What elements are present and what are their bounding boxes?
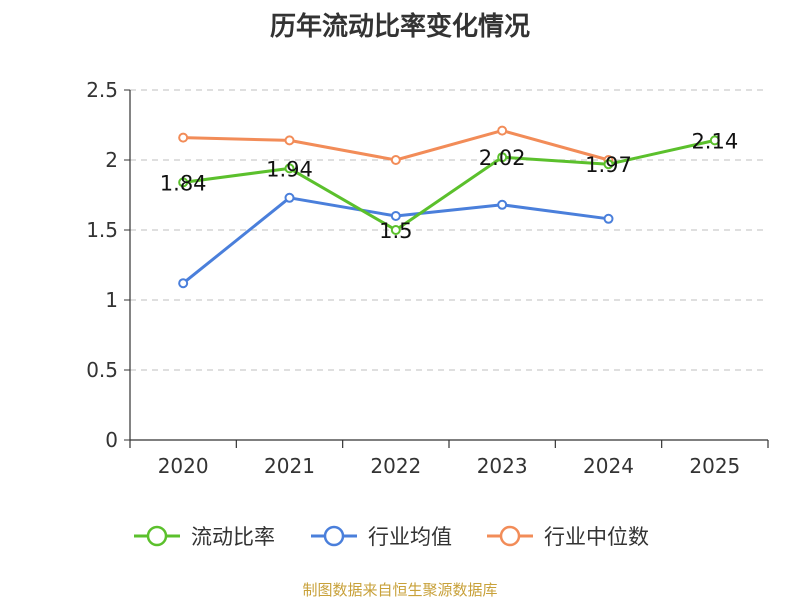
data-point (390, 211, 401, 221)
data-point (497, 199, 508, 210)
x-tick-label: 2021 (264, 454, 315, 478)
y-tick-label: 1 (105, 288, 118, 312)
data-label: 2.14 (691, 129, 738, 153)
data-point (284, 135, 295, 146)
series-line-0 (182, 138, 716, 232)
x-tick-label: 2022 (370, 454, 421, 478)
data-point (178, 278, 189, 289)
data-point (284, 163, 295, 174)
data-source-note: 制图数据来自恒生聚源数据库 (302, 581, 498, 599)
y-tick-label: 2 (105, 148, 118, 172)
data-point (709, 135, 720, 146)
data-point (178, 177, 189, 188)
x-tick-label: 2025 (689, 454, 740, 478)
data-point (603, 159, 614, 170)
data-label: 1.84 (160, 171, 207, 195)
data-point (284, 192, 295, 203)
y-tick-label: 2.5 (86, 78, 118, 102)
legend-label: 行业中位数 (544, 525, 649, 549)
legend-label: 流动比率 (191, 525, 275, 549)
data-label: 2.02 (479, 146, 526, 170)
data-label: 1.94 (266, 157, 313, 181)
y-tick-label: 1.5 (86, 218, 118, 242)
legend-marker (499, 525, 521, 547)
data-point (603, 213, 614, 224)
x-tick-label: 2024 (583, 454, 634, 478)
y-tick-label: 0.5 (86, 358, 118, 382)
legend-marker (146, 525, 168, 547)
legend-marker (323, 525, 345, 547)
x-tick-label: 2023 (477, 454, 528, 478)
data-point (390, 155, 401, 165)
chart-title: 历年流动比率变化情况 (269, 12, 530, 42)
x-tick-label: 2020 (158, 454, 209, 478)
data-label: 1.5 (379, 219, 412, 243)
data-point (497, 125, 508, 136)
data-point (390, 225, 401, 235)
data-point (178, 132, 189, 143)
data-point (497, 152, 508, 163)
data-label: 1.97 (585, 153, 632, 177)
legend-label: 行业均值 (368, 525, 452, 549)
y-tick-label: 0 (105, 428, 118, 452)
